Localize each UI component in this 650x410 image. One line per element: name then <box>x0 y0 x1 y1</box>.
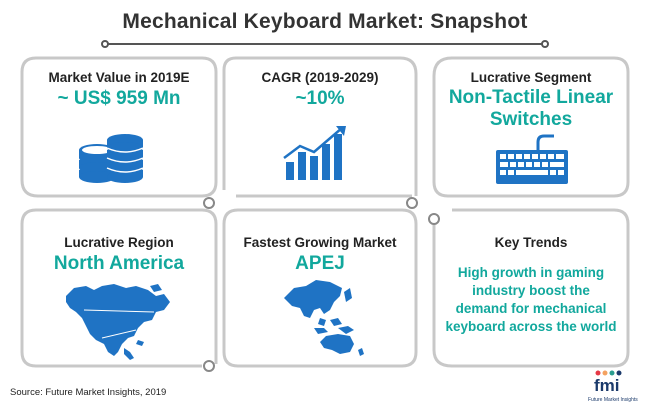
north-america-map-icon <box>66 284 170 360</box>
title-line-left-dot <box>101 40 109 48</box>
source-note: Source: Future Market Insights, 2019 <box>10 387 167 398</box>
lucrative-region-value: North America <box>53 253 185 274</box>
cagr-label: CAGR (2019-2029) <box>261 70 379 85</box>
fmi-logo-subtitle: Future Market Insights <box>588 397 638 403</box>
key-trends-line-3: demand for mechanical <box>455 301 607 316</box>
card-3-border <box>432 56 630 198</box>
keyboard-icon <box>496 134 568 184</box>
lucrative-segment-label: Lucrative Segment <box>470 70 592 85</box>
key-trends-line-4: keyboard across the world <box>445 319 617 334</box>
fmi-logo: fmi <box>594 376 620 395</box>
fmi-logo-dots <box>595 370 622 376</box>
page-title: Mechanical Keyboard Market: Snapshot <box>122 10 528 33</box>
card-5-border <box>222 208 418 368</box>
key-trends-line-2: industry boost the <box>472 283 590 298</box>
bar-chart-growth-icon <box>283 126 346 180</box>
lucrative-region-label: Lucrative Region <box>64 235 174 250</box>
lucrative-segment-value-line1: Non-Tactile Linear <box>448 87 614 108</box>
apej-map-icon <box>284 280 364 356</box>
fastest-growing-market-label: Fastest Growing Market <box>243 235 397 250</box>
title-line-right-dot <box>541 40 549 48</box>
title-underline <box>106 43 544 45</box>
market-value: ~ US$ 959 Mn <box>57 88 181 109</box>
key-trends-line-1: High growth in gaming <box>457 265 605 280</box>
cagr-value: ~10% <box>295 88 345 109</box>
fastest-growing-market-value: APEJ <box>295 253 345 274</box>
market-value-label: Market Value in 2019E <box>48 70 190 85</box>
card-6-border <box>432 208 630 368</box>
card-1-border <box>20 56 218 198</box>
card-4-border <box>36 208 218 364</box>
card-2-border <box>236 56 418 196</box>
key-trends-label: Key Trends <box>494 235 568 250</box>
database-icon <box>79 134 144 183</box>
lucrative-segment-value-line2: Switches <box>489 109 573 130</box>
